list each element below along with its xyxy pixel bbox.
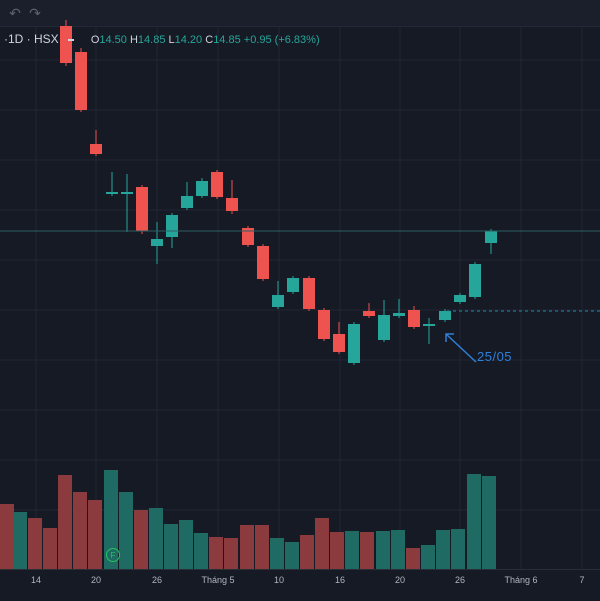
volume-bar xyxy=(0,504,14,569)
volume-bar xyxy=(270,538,284,569)
low-value: 14.20 xyxy=(174,34,203,46)
volume-bar xyxy=(119,492,133,569)
symbol-label[interactable]: ·1D · HSX xyxy=(4,32,59,46)
redo-icon[interactable]: ↷ xyxy=(29,5,41,21)
volume-bar xyxy=(104,470,118,569)
annotation-label[interactable]: 25/05 xyxy=(477,349,513,364)
x-axis-tick: 7 xyxy=(579,575,585,585)
x-axis-tick: 10 xyxy=(273,575,285,585)
volume-bar xyxy=(209,537,223,569)
volume-bar xyxy=(345,531,359,569)
x-axis-tick: 14 xyxy=(30,575,42,585)
x-axis[interactable]: 14 20 26 Tháng 5 10 16 20 26 Tháng 6 7 xyxy=(0,569,600,601)
x-axis-tick: 20 xyxy=(90,575,102,585)
chart-grid xyxy=(0,26,600,569)
volume-bar xyxy=(482,476,496,569)
volume-bar xyxy=(13,512,27,569)
undo-icon[interactable]: ↶ xyxy=(9,5,21,21)
high-label: H xyxy=(129,34,138,46)
volume-bar xyxy=(391,530,405,569)
candle-body xyxy=(469,264,481,297)
volume-bar xyxy=(164,524,178,569)
candle-body xyxy=(378,315,390,340)
candle-body xyxy=(90,144,102,154)
candle-body xyxy=(121,192,133,194)
volume-bar xyxy=(360,532,374,569)
volume-bar xyxy=(224,538,238,569)
candle-body xyxy=(242,228,254,245)
candle-body xyxy=(287,278,299,292)
change-value: +0.95 (+6.83%) xyxy=(243,34,320,46)
x-axis-tick: 20 xyxy=(394,575,406,585)
candle-body xyxy=(257,246,269,279)
volume-bar xyxy=(451,529,465,569)
candle-body xyxy=(60,26,72,63)
high-value: 14.85 xyxy=(137,34,166,46)
chart-canvas[interactable] xyxy=(0,0,600,569)
volume-bar xyxy=(421,545,435,569)
volume-bar xyxy=(436,530,450,569)
candle-body xyxy=(423,324,435,326)
volume-bars xyxy=(0,470,496,569)
volume-bar xyxy=(28,518,42,569)
open-label: O xyxy=(90,34,100,46)
volume-bar xyxy=(330,532,344,569)
x-axis-tick: Tháng 6 xyxy=(504,575,538,585)
candle-body xyxy=(151,239,163,246)
candle-body xyxy=(136,187,148,231)
candle-body xyxy=(106,192,118,194)
candle-body xyxy=(211,172,223,197)
candle-body xyxy=(439,311,451,320)
x-axis-tick: 26 xyxy=(454,575,466,585)
candle-body xyxy=(333,334,345,352)
volume-bar xyxy=(240,525,254,569)
volume-bar xyxy=(194,533,208,569)
volume-bar xyxy=(43,528,57,569)
x-axis-tick: 26 xyxy=(151,575,163,585)
candle-body xyxy=(393,313,405,316)
volume-bar xyxy=(376,531,390,569)
candle-body xyxy=(166,215,178,237)
collapse-icon[interactable] xyxy=(67,39,74,42)
open-value: 14.50 xyxy=(99,34,127,46)
volume-bar xyxy=(179,520,193,569)
volume-bar xyxy=(73,492,87,569)
ohlc-values: O14.50 H14.85 L14.20 C14.85 +0.95 (+6.83… xyxy=(91,34,320,46)
candlestick-series xyxy=(60,20,497,365)
candle-body xyxy=(348,324,360,363)
candle-body xyxy=(454,295,466,302)
volume-bar xyxy=(406,548,420,569)
candle-body xyxy=(485,231,497,243)
symbol-legend: ·1D · HSX O14.50 H14.85 L14.20 C14.85 +0… xyxy=(4,31,320,47)
volume-bar xyxy=(300,535,314,569)
volume-bar xyxy=(134,510,148,569)
volume-bar xyxy=(285,542,299,569)
x-axis-tick: Tháng 5 xyxy=(201,575,235,585)
candle-body xyxy=(272,295,284,307)
candle-body xyxy=(196,181,208,196)
candle-body xyxy=(75,52,87,110)
volume-bar xyxy=(149,508,163,569)
volume-bar xyxy=(255,525,269,569)
close-value: 14.85 xyxy=(213,34,241,46)
event-flag-icon[interactable]: F xyxy=(106,548,120,562)
low-label: L xyxy=(168,34,175,46)
annotation-arrow xyxy=(445,333,477,363)
candle-body xyxy=(408,310,420,327)
close-label: C xyxy=(205,34,214,46)
toolbar: ↶ ↷ xyxy=(0,0,600,27)
candle-body xyxy=(303,278,315,309)
candle-body xyxy=(181,196,193,208)
x-axis-tick: 16 xyxy=(334,575,346,585)
volume-bar xyxy=(88,500,102,569)
volume-bar xyxy=(315,518,329,569)
volume-bar xyxy=(58,475,72,569)
candle-body xyxy=(318,310,330,339)
candle-body xyxy=(226,198,238,211)
candle-body xyxy=(363,311,375,316)
volume-bar xyxy=(467,474,481,569)
